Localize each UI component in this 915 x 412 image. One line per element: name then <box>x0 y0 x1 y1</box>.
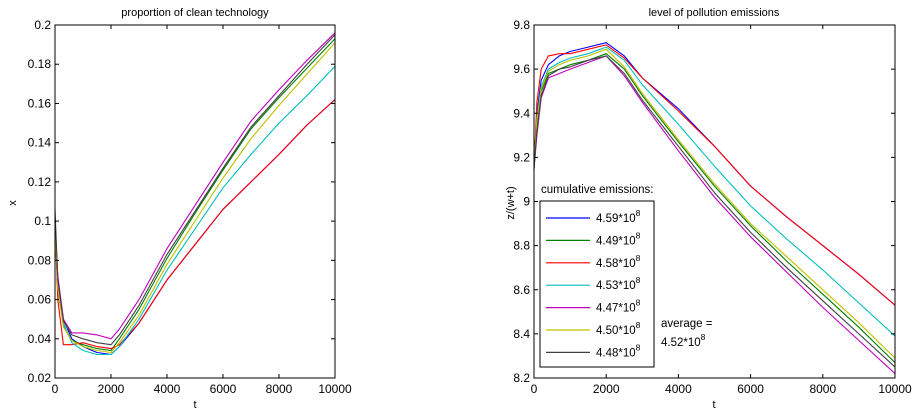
legend-entry-label: 4.49*108 <box>596 230 641 247</box>
y-axis-label: x <box>7 200 19 206</box>
x-tick-label: 8000 <box>809 382 836 396</box>
y-axis-label: z/(w+t) <box>505 186 517 219</box>
y-tick-label: 8.4 <box>513 327 530 341</box>
y-tick-label: 0.12 <box>28 175 52 189</box>
legend-entry-label: 4.53*108 <box>596 275 641 292</box>
y-tick-label: 9.2 <box>513 150 530 164</box>
y-tick-label: 9 <box>523 195 530 209</box>
y-tick-label: 8.8 <box>513 239 530 253</box>
series-line-3 <box>54 99 336 350</box>
legend-entry-label: 4.47*108 <box>596 298 641 315</box>
x-tick-label: 2000 <box>98 382 125 396</box>
series-line-3 <box>533 44 896 306</box>
chart-title: level of pollution emissions <box>649 7 780 19</box>
chart-clean-technology: proportion of clean technology t x 0 2000… <box>7 7 352 411</box>
x-tick-label: 10000 <box>878 382 912 396</box>
series-line-7 <box>54 34 336 346</box>
series-line-5 <box>533 55 896 375</box>
tick-layer: 0 2000 4000 6000 8000 10000 0.02 0.04 0.06 0.08 0.… <box>28 18 352 396</box>
y-tick-label: 0.04 <box>28 332 52 346</box>
series-line-7 <box>533 55 896 368</box>
x-tick-label: 6000 <box>210 382 237 396</box>
series-line-2 <box>54 38 336 352</box>
legend-entry-label: 4.48*108 <box>596 342 641 359</box>
y-tick-label: 0.16 <box>28 96 52 110</box>
x-axis-label: t <box>193 399 196 411</box>
legend-title: cumulative emissions: <box>541 184 653 196</box>
average-value: 4.52*108 <box>661 332 706 349</box>
legend-entry-label: 4.58*108 <box>596 253 641 270</box>
y-tick-label: 8.2 <box>513 371 530 385</box>
y-tick-label: 9.6 <box>513 62 530 76</box>
series-line-1 <box>54 99 336 356</box>
x-tick-label: 8000 <box>266 382 293 396</box>
series-layer <box>533 42 896 375</box>
tick-layer: 0 2000 4000 6000 8000 10000 8.2 8.4 8.6 8.8 9 9.2 9.… <box>513 18 912 396</box>
series-line-5 <box>54 32 336 340</box>
x-tick-label: 4000 <box>665 382 692 396</box>
y-tick-label: 0.14 <box>28 136 52 150</box>
y-tick-label: 0.08 <box>28 253 52 267</box>
legend-box <box>539 200 655 368</box>
legend-entry-label: 4.50*108 <box>596 320 641 337</box>
x-tick-label: 0 <box>52 382 59 396</box>
chart-pollution-emissions: level of pollution emissions t z/(w+t) 0… <box>505 7 912 411</box>
legend-entry-label: 4.59*108 <box>596 208 641 225</box>
series-line-2 <box>533 53 896 363</box>
legend: 4.59*108 4.49*108 4.58*108 4.53*108 4.47*108… <box>539 200 655 368</box>
y-tick-label: 8.6 <box>513 283 530 297</box>
series-line-6 <box>533 48 896 359</box>
series-layer <box>54 32 336 356</box>
y-tick-label: 0.18 <box>28 57 52 71</box>
y-tick-label: 0.06 <box>28 293 52 307</box>
y-tick-label: 9.4 <box>513 106 530 120</box>
y-tick-label: 9.8 <box>513 18 530 32</box>
x-tick-label: 0 <box>531 382 538 396</box>
x-tick-label: 2000 <box>593 382 620 396</box>
y-tick-label: 0.2 <box>34 18 51 32</box>
y-tick-label: 0.1 <box>34 214 51 228</box>
plot-frame <box>54 24 336 379</box>
series-line-6 <box>54 42 336 354</box>
series-line-4 <box>533 46 896 337</box>
x-tick-label: 6000 <box>737 382 764 396</box>
legend-entries: 4.59*108 4.49*108 4.58*108 4.53*108 4.47*108… <box>546 208 641 359</box>
plot-frame <box>533 24 896 379</box>
x-tick-label: 10000 <box>318 382 352 396</box>
chart-title: proportion of clean technology <box>121 7 269 19</box>
x-tick-label: 4000 <box>154 382 181 396</box>
average-label: average = <box>661 318 713 330</box>
x-axis-label: t <box>712 399 715 411</box>
y-tick-label: 0.02 <box>28 371 52 385</box>
